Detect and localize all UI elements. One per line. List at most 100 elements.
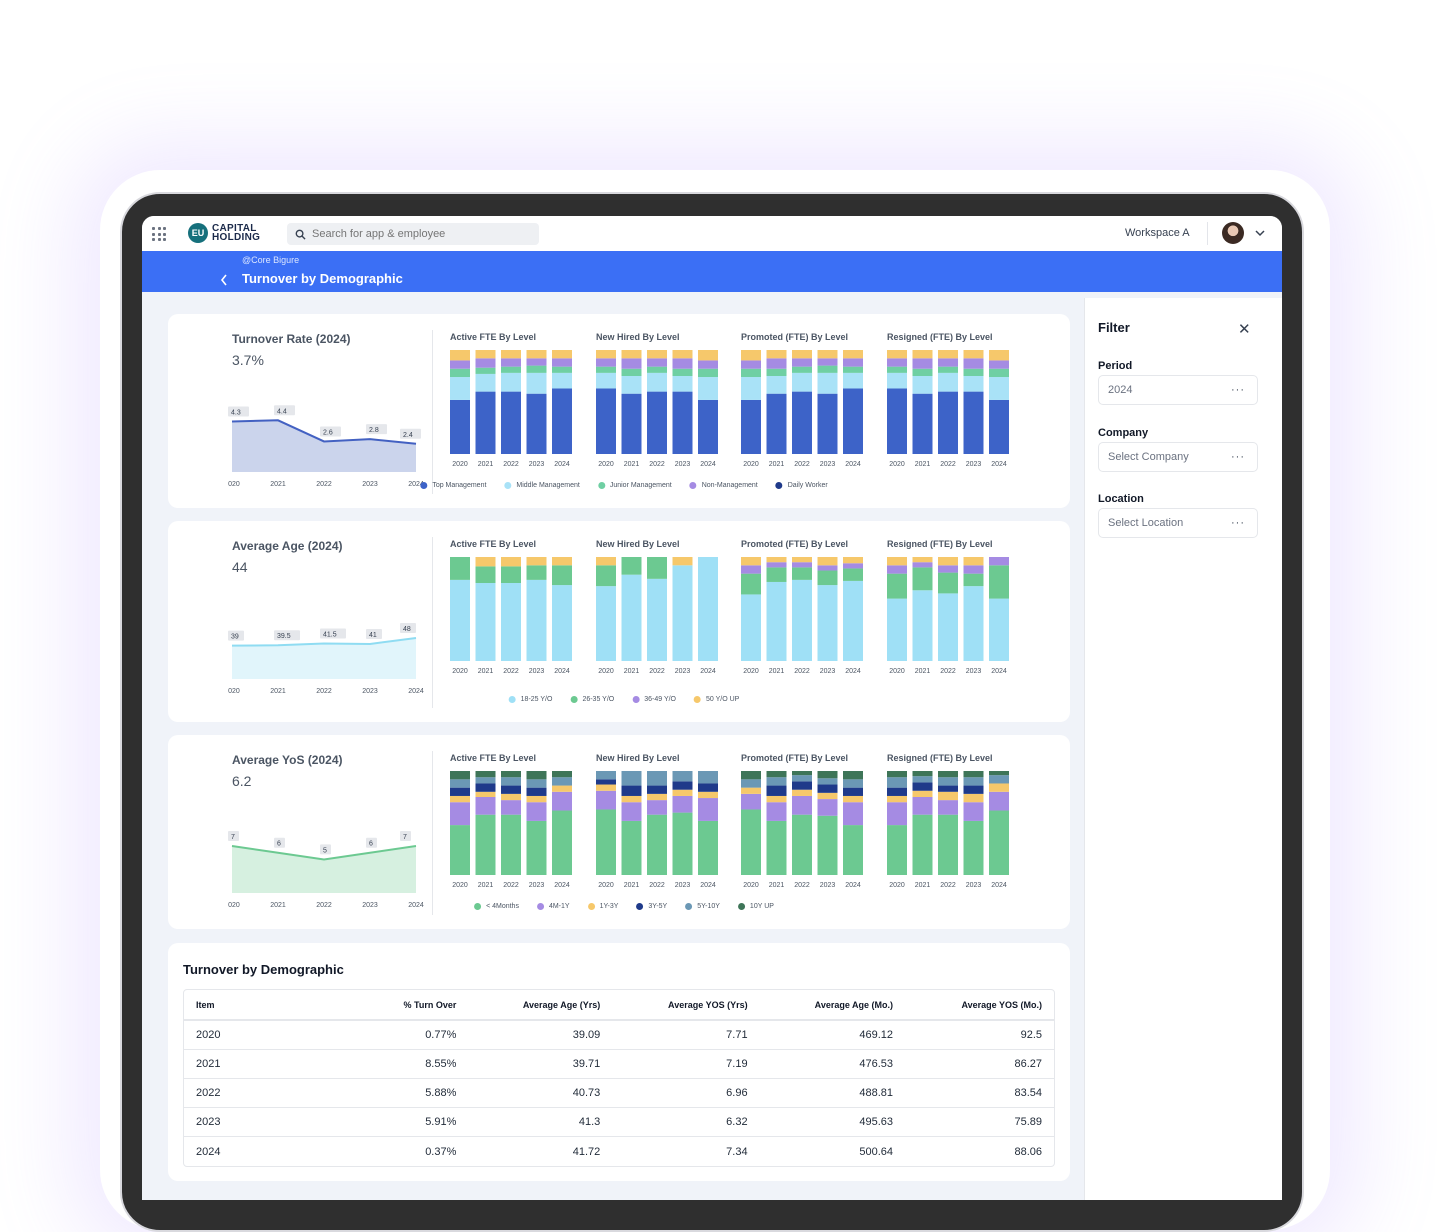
bar-segment	[647, 793, 667, 801]
user-avatar[interactable]	[1222, 222, 1244, 244]
bar-segment	[526, 565, 547, 580]
data-label: 6	[366, 837, 377, 848]
more-icon[interactable]: ···	[1231, 451, 1245, 463]
filter-select[interactable]: Select Company ···	[1098, 442, 1258, 472]
legend-label: 5Y-10Y	[697, 903, 720, 910]
bar-segment	[817, 358, 838, 366]
x-tick-label: 2020	[228, 902, 240, 909]
x-tick-label: 2021	[478, 882, 494, 889]
company-logo[interactable]: EU CAPITAL HOLDING	[188, 223, 260, 243]
column-header[interactable]: % Turn Over	[364, 990, 469, 1021]
x-tick-label: 2022	[503, 668, 519, 675]
column-header[interactable]: Average YOS (Yrs)	[612, 990, 760, 1021]
bar-segment	[766, 795, 787, 803]
bar-segment	[647, 350, 667, 359]
bar-segment	[501, 557, 521, 567]
close-icon[interactable]: ✕	[1238, 321, 1251, 338]
bar-segment	[912, 771, 933, 777]
search-box[interactable]	[287, 223, 539, 245]
x-tick-label: 2021	[478, 461, 494, 468]
workspace-selector[interactable]: Workspace A	[1125, 227, 1190, 239]
bar-segment	[647, 358, 667, 367]
breadcrumb[interactable]: @Core Bigure	[242, 255, 300, 265]
bar-segment	[698, 399, 718, 454]
legend-dot	[504, 482, 512, 489]
bar-segment	[552, 557, 572, 566]
column-header[interactable]: Average Age (Mo.)	[759, 990, 906, 1021]
x-tick-label: 2022	[503, 461, 519, 468]
bar-segment	[843, 825, 863, 875]
bar-segment	[766, 350, 787, 359]
kpi-value: 44	[232, 559, 248, 575]
table-cell: 2020	[184, 1021, 364, 1050]
stacked-bar-chart: 2020 2021 2022 2023 2024	[596, 557, 718, 675]
bar-segment	[989, 598, 1009, 661]
bar-segment	[817, 350, 838, 359]
bar-segment	[647, 785, 667, 794]
bar-segment	[741, 557, 761, 566]
stacked-bar-chart: 2020 2021 2022 2023 2024	[596, 350, 718, 468]
data-label: 6	[274, 837, 285, 848]
x-tick-label: 2023	[675, 882, 691, 889]
bar-segment	[672, 771, 693, 782]
bar-segment	[938, 372, 958, 392]
legend-item: 3Y-5Y	[636, 903, 667, 910]
more-icon[interactable]: ···	[1231, 384, 1245, 396]
legend-label: 50 Y/O UP	[706, 696, 740, 703]
card-divider	[432, 330, 433, 494]
logo-text: CAPITAL HOLDING	[212, 224, 260, 243]
x-tick-label: 2020	[452, 882, 468, 889]
table-row: 2020 0.77% 39.09 7.71 469.12 92.5	[184, 1021, 1054, 1050]
bar-segment	[501, 771, 521, 778]
bar-segment	[475, 783, 496, 792]
bar-segment	[912, 782, 933, 791]
search-input[interactable]	[312, 228, 532, 240]
x-tick-label: 2021	[769, 461, 785, 468]
bar-segment	[672, 781, 693, 790]
x-tick-label: 2023	[362, 481, 378, 488]
data-label: 48	[400, 622, 416, 633]
svg-text:5: 5	[323, 847, 327, 854]
bar-segment	[475, 797, 496, 815]
bar-segment	[475, 791, 496, 797]
legend-item: 50 Y/O UP	[694, 696, 739, 703]
bar-segment	[843, 350, 863, 359]
bar-segment	[843, 779, 863, 788]
legend-label: Middle Management	[516, 482, 580, 489]
x-tick-label: 2021	[270, 688, 286, 695]
x-tick-label: 2024	[991, 461, 1007, 468]
bar-segment	[552, 810, 572, 875]
data-label: 4.4	[274, 405, 295, 416]
table-cell: 88.06	[1014, 1145, 1042, 1158]
bar-segment	[989, 557, 1009, 566]
bar-segment	[672, 391, 693, 454]
topbar-divider	[1207, 222, 1208, 245]
bar-segment	[817, 771, 838, 779]
bar-segment	[526, 579, 547, 661]
column-header[interactable]: Average YOS (Mo.)	[905, 990, 1054, 1021]
bar-segment	[766, 802, 787, 821]
bar-segment	[817, 778, 838, 785]
column-header[interactable]: Average Age (Yrs)	[468, 990, 613, 1021]
bar-chart-title: New Hired By Level	[596, 753, 680, 763]
bar-segment	[963, 557, 984, 566]
bar-segment	[843, 795, 863, 803]
bar-segment	[501, 814, 521, 875]
bar-chart-title: Resigned (FTE) By Level	[887, 539, 993, 549]
bar-segment	[741, 565, 761, 574]
bar-segment	[475, 583, 496, 661]
back-arrow-icon[interactable]	[220, 274, 228, 286]
column-header[interactable]: Item	[184, 990, 364, 1021]
bar-segment	[596, 366, 616, 373]
filter-select[interactable]: 2024 ···	[1098, 375, 1258, 405]
bar-segment	[741, 360, 761, 369]
data-label: 39	[228, 630, 244, 641]
app-grid-icon[interactable]	[152, 227, 166, 241]
more-icon[interactable]: ···	[1231, 517, 1245, 529]
filter-select[interactable]: Select Location ···	[1098, 508, 1258, 538]
bar-segment	[552, 785, 572, 792]
chevron-down-icon[interactable]	[1255, 229, 1265, 237]
x-tick-label: 2020	[228, 481, 240, 488]
svg-text:41: 41	[369, 632, 377, 639]
bar-segment	[621, 820, 642, 875]
